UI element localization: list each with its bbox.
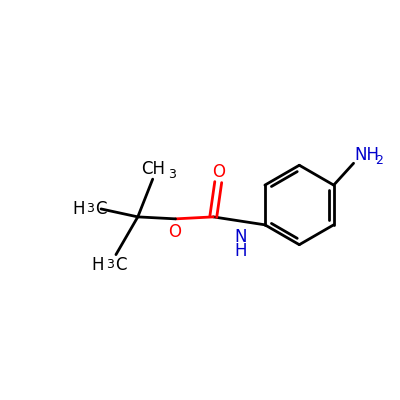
Text: C: C (95, 200, 107, 218)
Text: CH: CH (141, 160, 165, 178)
Text: 2: 2 (376, 154, 383, 167)
Text: H: H (235, 242, 247, 260)
Text: O: O (212, 163, 225, 181)
Text: N: N (235, 228, 247, 246)
Text: C: C (115, 256, 127, 274)
Text: 3: 3 (86, 202, 94, 216)
Text: H: H (92, 256, 104, 274)
Text: O: O (168, 223, 181, 241)
Text: H: H (72, 200, 84, 218)
Text: 3: 3 (106, 258, 114, 271)
Text: NH: NH (354, 146, 380, 164)
Text: 3: 3 (168, 168, 176, 181)
